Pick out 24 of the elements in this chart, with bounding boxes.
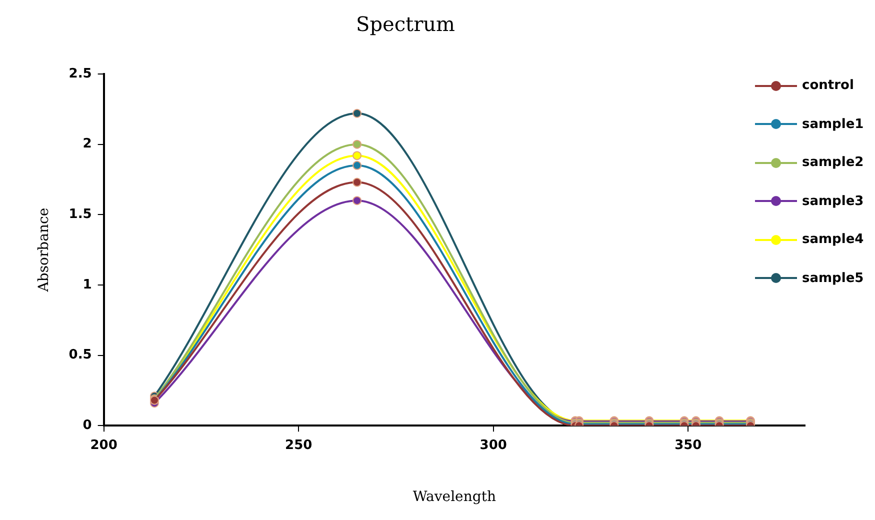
x-tick-label: 250: [285, 438, 312, 453]
x-tick-label: 200: [90, 438, 118, 453]
y-tick-label: 0: [82, 418, 92, 433]
y-tick-label: 2: [82, 136, 92, 152]
x-axis-title: Wavelength: [412, 489, 496, 506]
legend-label: sample2: [802, 155, 864, 170]
y-tick-label: 0.5: [68, 348, 92, 363]
point: [352, 108, 362, 118]
point: [352, 160, 362, 170]
y-tick-label: 1: [82, 277, 92, 292]
legend-label: sample3: [802, 194, 864, 208]
y-tick-label: 2.5: [68, 66, 92, 82]
x-tick-label: 300: [480, 438, 507, 453]
point: [352, 196, 362, 206]
legend-label: sample1: [802, 116, 864, 132]
legend-label: control: [802, 78, 854, 93]
legend-label: sample4: [802, 232, 864, 247]
legend-label: sample5: [802, 270, 864, 286]
x-tick-label: 350: [674, 438, 702, 453]
point: [352, 151, 362, 160]
y-tick-label: 1.5: [68, 207, 92, 222]
point: [352, 178, 362, 187]
chart-title: Spectrum: [356, 12, 456, 36]
y-axis-title: Absorbance: [36, 208, 52, 293]
